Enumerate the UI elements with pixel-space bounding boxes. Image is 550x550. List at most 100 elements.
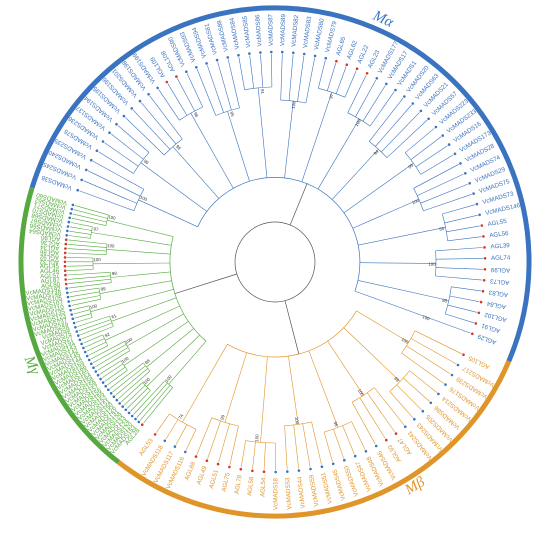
- branch-tip: [374, 387, 405, 426]
- tip-marker: [127, 411, 131, 415]
- tip-marker: [343, 458, 346, 462]
- tip-marker: [74, 326, 77, 329]
- tip-label: VcMADS85: [241, 15, 252, 48]
- branch-tip: [80, 322, 113, 336]
- branch-tip: [414, 330, 462, 355]
- tip-marker: [63, 251, 67, 255]
- bootstrap-label: 99: [100, 286, 106, 292]
- branch-internal: [227, 111, 250, 181]
- tip-marker: [130, 107, 134, 110]
- branch-tip: [318, 60, 326, 89]
- bootstrap-label: 100: [142, 376, 151, 385]
- branch-tip: [92, 160, 144, 190]
- branch-tip: [451, 286, 482, 292]
- tip-label: AGL56: [489, 230, 510, 239]
- branch-tip: [167, 83, 188, 116]
- branch-tip: [375, 104, 412, 147]
- branch-tip: [67, 252, 107, 255]
- tip-label: AGL80: [41, 281, 61, 290]
- branch-internal: [257, 87, 268, 178]
- branch-internal: [127, 313, 184, 347]
- branch-tip: [83, 334, 103, 344]
- branch-tip: [293, 424, 299, 469]
- tip-label: VcMADS64: [28, 227, 61, 238]
- branch-tip: [333, 429, 344, 459]
- branch-tip: [130, 390, 151, 412]
- tip-label: AGL57: [40, 272, 60, 280]
- tip-marker: [474, 322, 478, 325]
- branch-tip: [196, 417, 213, 455]
- branch-internal: [123, 321, 189, 366]
- branch-tip: [136, 382, 168, 418]
- tip-marker: [450, 373, 454, 377]
- tip-marker: [441, 134, 445, 137]
- tip-marker: [87, 358, 91, 362]
- branch-internal: [284, 100, 294, 178]
- branch-arc: [318, 88, 346, 98]
- tip-label: AGL102: [483, 311, 507, 323]
- branch-tip: [386, 119, 428, 158]
- branch-tip: [118, 370, 151, 399]
- branch-tip: [196, 68, 217, 116]
- bootstrap-label: 74: [178, 413, 185, 420]
- branch-tip: [229, 425, 239, 466]
- tip-marker: [228, 465, 231, 469]
- branch-internal: [111, 297, 177, 322]
- branch-tip: [115, 368, 148, 396]
- tip-marker: [101, 140, 105, 143]
- bootstrap-label: 100: [422, 314, 431, 321]
- tip-marker: [115, 398, 119, 402]
- tip-marker: [64, 278, 67, 281]
- tip-marker: [138, 99, 142, 103]
- tip-label: VcMADS84: [229, 17, 242, 50]
- branch-tip: [280, 54, 283, 101]
- branch-tip: [449, 295, 480, 302]
- branch-tip: [66, 265, 94, 267]
- tip-marker: [69, 308, 72, 312]
- tip-marker: [375, 77, 379, 80]
- branch-tip: [79, 190, 135, 211]
- branch-tip: [429, 318, 471, 334]
- branch-tip: [139, 385, 171, 421]
- bootstrap-label: 100: [401, 337, 410, 345]
- branch-tip: [366, 392, 396, 433]
- branch-tip: [423, 194, 472, 212]
- branch-tip: [67, 272, 111, 276]
- tip-marker: [302, 52, 306, 56]
- branch-arc: [142, 382, 151, 391]
- tip-label: VcMADS59: [308, 474, 320, 507]
- branch-clade-arc: [227, 310, 357, 358]
- bootstrap-label: 99: [219, 414, 225, 421]
- branch-tip: [99, 360, 122, 375]
- tip-marker: [394, 432, 398, 435]
- bootstrap-label: 100: [108, 214, 117, 221]
- tip-label: AGL83: [488, 288, 509, 298]
- branch-tip: [342, 425, 355, 455]
- tip-marker: [459, 162, 462, 165]
- tip-marker: [429, 401, 433, 405]
- tip-marker: [374, 444, 378, 448]
- branch-tip: [344, 70, 357, 98]
- branch-arc: [442, 213, 448, 241]
- branch-arc: [211, 417, 239, 427]
- tip-marker: [281, 50, 284, 54]
- branch-arc: [164, 380, 173, 388]
- tip-marker: [63, 260, 67, 264]
- branch-internal: [317, 118, 360, 189]
- branch-internal: [172, 146, 219, 199]
- bootstrap-label: 100: [354, 118, 362, 127]
- tip-marker: [444, 383, 447, 386]
- tip-label: AGL78: [233, 474, 243, 495]
- tip-marker: [421, 409, 425, 413]
- branch-internal: [359, 262, 437, 264]
- branch-tip: [263, 442, 266, 470]
- tip-marker: [215, 58, 219, 62]
- tip-marker: [297, 469, 301, 472]
- tip-marker: [309, 467, 312, 471]
- tip-label: AGL90: [40, 233, 60, 242]
- branch-tip: [401, 352, 445, 384]
- bootstrap-label: 98: [175, 144, 182, 151]
- bootstrap-label: 88: [144, 358, 151, 365]
- bootstrap-label: 55: [439, 226, 445, 232]
- tip-label: VcMADS82: [290, 14, 300, 47]
